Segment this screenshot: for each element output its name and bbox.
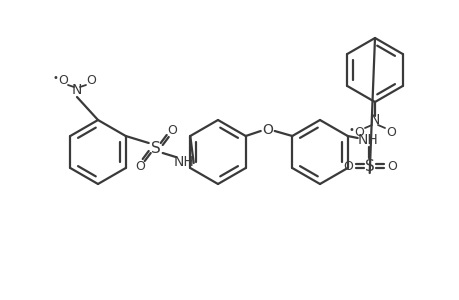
Text: N: N xyxy=(72,83,82,97)
Text: O: O xyxy=(386,160,396,172)
Text: O: O xyxy=(385,125,395,139)
Text: •: • xyxy=(347,125,353,135)
Text: NH: NH xyxy=(357,133,377,147)
Text: •: • xyxy=(52,73,58,83)
Text: O: O xyxy=(58,74,68,86)
Text: O: O xyxy=(134,160,144,172)
Text: O: O xyxy=(167,124,176,136)
Text: O: O xyxy=(86,74,96,86)
Text: O: O xyxy=(262,123,273,137)
Text: NH: NH xyxy=(173,155,194,169)
Text: N: N xyxy=(369,113,379,127)
Text: O: O xyxy=(342,160,352,172)
Text: S: S xyxy=(364,158,374,173)
Text: S: S xyxy=(151,140,160,155)
Text: O: O xyxy=(353,125,363,139)
